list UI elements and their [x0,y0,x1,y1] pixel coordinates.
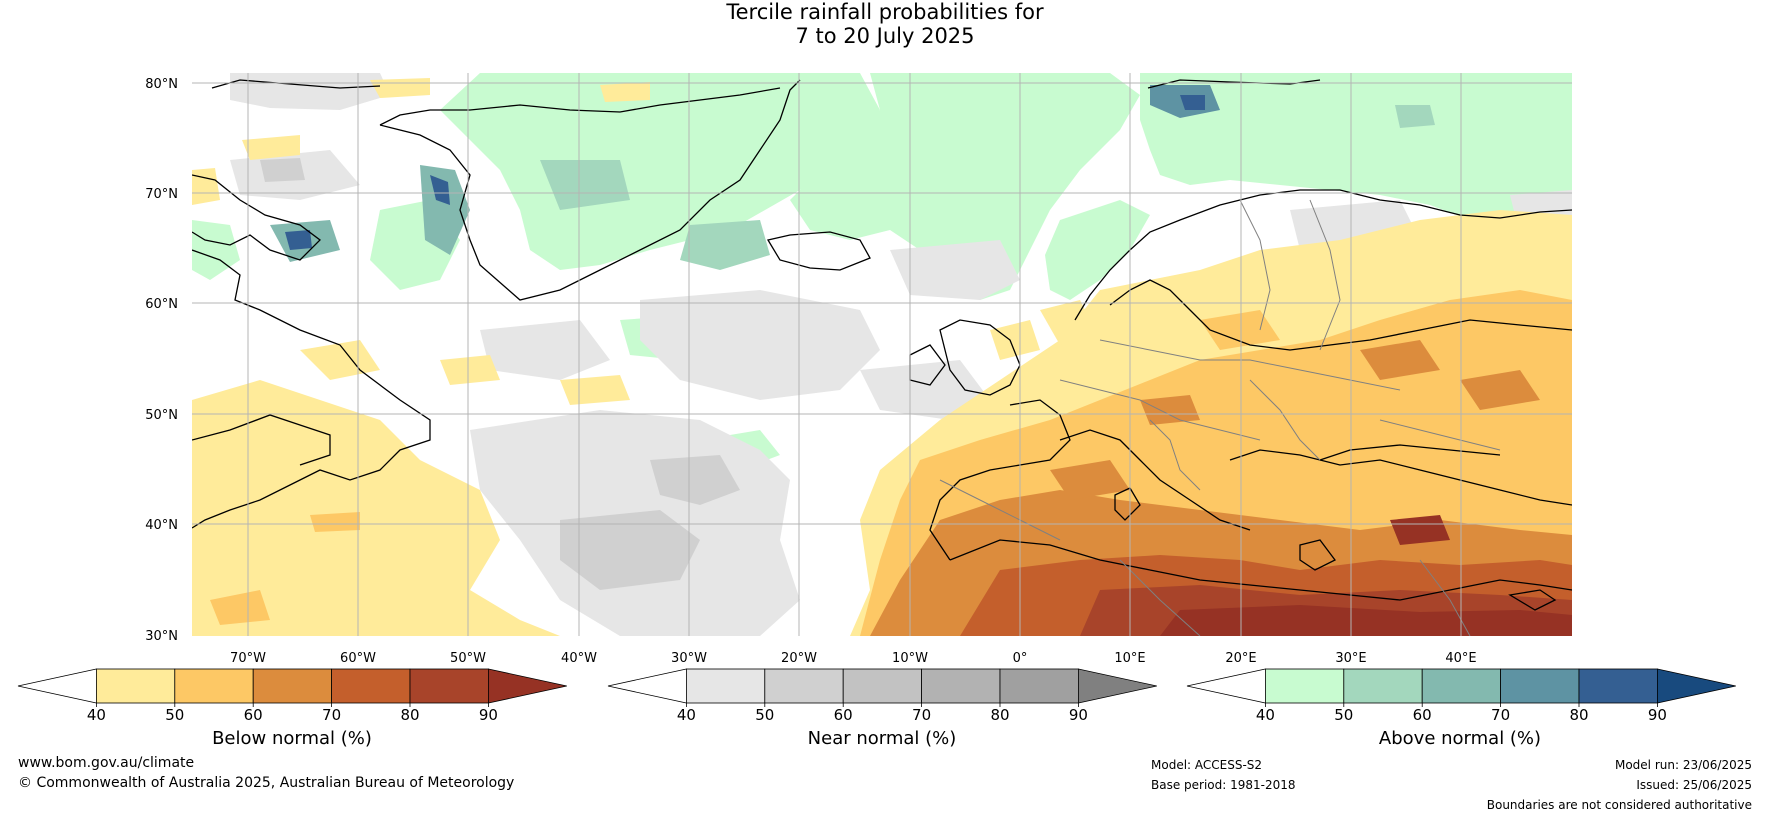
lon-label-70w: 70°W [230,651,266,666]
lon-label-30e: 30°E [1335,651,1366,666]
lat-label-30n: 30°N [145,629,178,644]
lat-label-80n: 80°N [145,77,178,92]
above-colorbar-tick-label: 60 [1413,706,1432,724]
lat-label-70n: 70°N [145,187,178,202]
longitude-labels: 70°W 60°W 50°W 40°W 30°W 20°W 10°W 0° 10… [230,651,1477,666]
above-colorbar-tick-label: 70 [1491,706,1510,724]
near-colorbar-tick-label: 40 [677,706,696,724]
above-colorbar-tick-label: 90 [1648,706,1667,724]
title-line-1: Tercile rainfall probabilities for [726,0,1044,24]
near-colorbar-min-extension [607,668,687,704]
near-colorbar-max-extension [1078,668,1157,704]
lon-label-30w: 30°W [671,651,707,666]
below-colorbar-tick-label: 70 [322,706,341,724]
above-colorbar-tick-label: 40 [1256,706,1275,724]
near-normal-regions [230,73,1572,636]
below-colorbar-band [331,668,411,704]
near-colorbar-tick-label: 50 [755,706,774,724]
below-colorbar-band [96,668,176,704]
lon-label-40w: 40°W [561,651,597,666]
country-borders [939,199,1501,636]
lat-label-60n: 60°N [145,297,178,312]
above-colorbar-band [1500,668,1580,704]
below-colorbar-max-extension [487,668,567,704]
base-period: Base period: 1981-2018 [1151,778,1296,792]
below-colorbar-tick-label: 40 [87,706,106,724]
lon-label-20w: 20°W [781,651,817,666]
map-plot-area [192,73,1572,636]
near-colorbar-band [999,668,1079,704]
lon-label-20e: 20°E [1225,651,1256,666]
model-run-date: Model run: 23/06/2025 [1614,758,1752,772]
above-colorbar-band [1578,668,1658,704]
below-colorbar-min-extension [17,668,97,704]
map-title: Tercile rainfall probabilities for 7 to … [0,0,1770,48]
issued-date: Issued: 25/06/2025 [1636,778,1752,792]
latitude-labels: 80°N 70°N 60°N 50°N 40°N 30°N [145,77,178,644]
colorbar-below-normal: 40 50 60 70 80 90 [17,668,567,724]
near-colorbar-band [686,668,766,704]
near-colorbar-band [921,668,1001,704]
below-colorbar-band [252,668,332,704]
above-colorbar-max-extension [1657,668,1736,704]
below-normal-regions [192,78,1572,636]
colorbar-above-normal: 40 50 60 70 80 90 [1186,668,1736,724]
above-colorbar-min-extension [1186,668,1266,704]
below-colorbar-tick-label: 50 [165,706,184,724]
lon-label-0: 0° [1013,651,1028,666]
colorbar-title-below: Below normal (%) [212,728,372,749]
lon-label-10w: 10°W [892,651,928,666]
below-colorbar-band [174,668,254,704]
colorbar-title-above: Above normal (%) [1378,728,1542,749]
model-name: Model: ACCESS-S2 [1151,758,1263,772]
gridlines [192,73,1572,636]
below-colorbar-tick-label: 60 [244,706,263,724]
lat-label-40n: 40°N [145,518,178,533]
above-colorbar-band [1421,668,1501,704]
near-colorbar-band [764,668,844,704]
below-colorbar-tick-label: 80 [400,706,419,724]
above-colorbar-tick-label: 80 [1569,706,1588,724]
lon-label-10e: 10°E [1114,651,1145,666]
copyright-text: © Commonwealth of Australia 2025, Austra… [18,775,515,791]
near-colorbar-tick-label: 70 [912,706,931,724]
lon-label-40e: 40°E [1445,651,1476,666]
colorbar-near-normal: 40 50 60 70 80 90 [607,668,1157,724]
website-link[interactable]: www.bom.gov.au/climate [18,755,195,771]
near-colorbar-tick-label: 60 [834,706,853,724]
above-colorbar-band [1265,668,1345,704]
below-colorbar-band [409,668,489,704]
above-colorbar-band [1343,668,1423,704]
lon-label-50w: 50°W [450,651,486,666]
near-colorbar-tick-label: 90 [1069,706,1088,724]
boundaries-disclaimer: Boundaries are not considered authoritat… [1486,798,1752,812]
colorbar-title-near: Near normal (%) [807,728,957,749]
lat-label-50n: 50°N [145,408,178,423]
near-colorbar-band [842,668,923,704]
below-colorbar-tick-label: 90 [479,706,498,724]
lon-label-60w: 60°W [340,651,376,666]
title-line-2: 7 to 20 July 2025 [795,24,975,48]
near-colorbar-tick-label: 80 [990,706,1009,724]
above-colorbar-tick-label: 50 [1334,706,1353,724]
